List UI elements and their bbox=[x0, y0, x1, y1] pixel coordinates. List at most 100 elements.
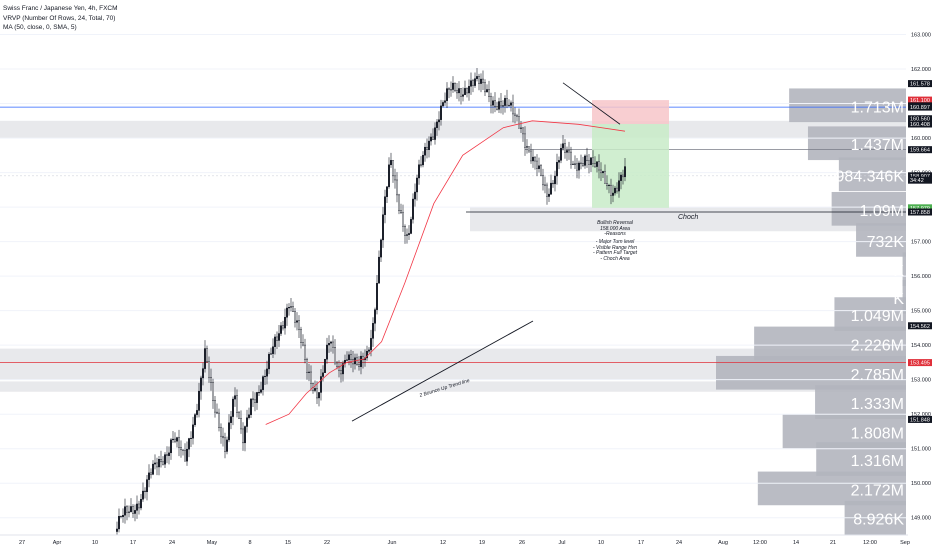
candle-body bbox=[532, 156, 535, 162]
candle-body bbox=[282, 325, 285, 329]
candle-body bbox=[576, 163, 579, 171]
time-tick-label: 22 bbox=[324, 540, 330, 546]
time-axis[interactable]: 27 Apr 10 17 24 May 8 15 22 Jun 12 19 26 Jul 10 17 24 Aug… bbox=[0, 534, 910, 550]
candle-body bbox=[594, 163, 597, 167]
price-tick-label: 157.000 bbox=[911, 240, 931, 246]
time-tick-label: May bbox=[207, 540, 218, 546]
candle-body bbox=[518, 116, 521, 129]
candle-body bbox=[484, 82, 487, 93]
legend-symbol[interactable]: Swiss Franc / Japanese Yen, 4h, FXCM bbox=[3, 5, 118, 12]
candle-body bbox=[420, 164, 423, 166]
candle-body bbox=[392, 160, 395, 177]
price-badge bbox=[908, 103, 932, 111]
candle-body bbox=[560, 148, 563, 161]
candle-body bbox=[175, 437, 178, 442]
legend-ma[interactable]: MA (50, close, 0, SMA, 5) bbox=[3, 24, 77, 31]
time-tick-label: Aug bbox=[718, 540, 728, 546]
price-badge bbox=[908, 96, 932, 104]
volume-bar bbox=[716, 355, 906, 390]
candle-body bbox=[260, 389, 263, 393]
candle-body bbox=[492, 100, 495, 106]
candle-body bbox=[266, 368, 269, 377]
candle-body bbox=[414, 191, 417, 200]
candle-body bbox=[219, 427, 222, 437]
candle-body bbox=[384, 196, 387, 215]
price-badge-label: 159.664 bbox=[910, 148, 930, 154]
volume-bar bbox=[815, 385, 906, 419]
candle-body bbox=[294, 311, 297, 323]
candle-body bbox=[274, 336, 277, 347]
reason-2: - Visible Range Hvn bbox=[592, 244, 638, 251]
candle-body bbox=[340, 370, 343, 375]
candle-body bbox=[215, 411, 218, 414]
volume-label: 1.713M bbox=[851, 99, 904, 116]
candle-body bbox=[167, 452, 170, 456]
candles bbox=[115, 68, 627, 539]
candle-body bbox=[298, 320, 301, 330]
candle-body bbox=[398, 194, 401, 211]
candle-body bbox=[494, 100, 497, 107]
position-boxes[interactable] bbox=[592, 100, 669, 208]
time-tick-label: Jul bbox=[558, 540, 565, 546]
price-badge bbox=[908, 176, 932, 184]
candle-body bbox=[221, 435, 224, 439]
candle-body bbox=[121, 515, 124, 518]
candle-body bbox=[135, 503, 138, 511]
candle-body bbox=[207, 361, 210, 378]
candle-body bbox=[568, 150, 571, 153]
candle-body bbox=[177, 437, 180, 448]
candle-body bbox=[376, 283, 379, 310]
chart-legend[interactable]: Swiss Franc / Japanese Yen, 4h, FXCM VRV… bbox=[3, 4, 118, 33]
candle-body bbox=[127, 511, 130, 513]
zone bbox=[0, 120, 906, 139]
price-badge bbox=[908, 359, 932, 367]
candle-body bbox=[588, 160, 591, 165]
candle-body bbox=[504, 98, 507, 106]
candle-body bbox=[600, 169, 603, 174]
candle-body bbox=[438, 119, 441, 123]
candle-body bbox=[249, 398, 252, 415]
candle-body bbox=[592, 157, 595, 164]
candle-body bbox=[342, 363, 345, 375]
candle-body bbox=[336, 362, 339, 367]
candle-body bbox=[346, 359, 349, 361]
candle-body bbox=[243, 426, 246, 444]
candle-body bbox=[516, 115, 519, 117]
candle-body bbox=[470, 80, 473, 87]
candle-body bbox=[528, 146, 531, 152]
candle-body bbox=[276, 336, 279, 341]
legend-vrvp[interactable]: VRVP (Number Of Rows, 24, Total, 70) bbox=[3, 14, 116, 22]
time-tick-label: 21 bbox=[830, 540, 836, 546]
candle-body bbox=[227, 422, 230, 441]
price-badge-label: 34:42 bbox=[910, 178, 924, 184]
price-tick-label: 162.000 bbox=[911, 67, 931, 73]
price-axis[interactable]: 149.000 150.000 151.000 152.000 153.000 154.0… bbox=[908, 0, 932, 550]
time-tick-label: 12:00 bbox=[863, 540, 877, 546]
candle-body bbox=[229, 416, 232, 423]
candle-body bbox=[330, 341, 333, 344]
candle-body bbox=[602, 171, 605, 174]
price-tick-label: 151.000 bbox=[911, 447, 931, 453]
time-tick-label: Jun bbox=[388, 540, 397, 546]
candle-body bbox=[612, 192, 615, 196]
candle-body bbox=[382, 214, 385, 241]
candle-body bbox=[139, 499, 142, 509]
reason-3: - Pattern Full Target bbox=[592, 250, 637, 257]
candle-body bbox=[280, 325, 283, 334]
candle-body bbox=[468, 86, 471, 94]
candle-body bbox=[380, 239, 383, 258]
volume-label: 732K bbox=[867, 234, 905, 251]
candle-body bbox=[616, 187, 619, 192]
candle-body bbox=[448, 88, 451, 90]
candle-body bbox=[225, 439, 228, 452]
candle-body bbox=[590, 157, 593, 165]
price-badge-label: 157.858 bbox=[910, 210, 930, 216]
grid bbox=[0, 34, 906, 519]
candle-body bbox=[428, 140, 431, 151]
volume-label: K bbox=[893, 291, 904, 308]
candle-body bbox=[199, 377, 202, 392]
choch-label: Choch bbox=[678, 214, 699, 221]
price-badge-label: 160.897 bbox=[910, 105, 930, 111]
candle-body bbox=[610, 184, 613, 196]
